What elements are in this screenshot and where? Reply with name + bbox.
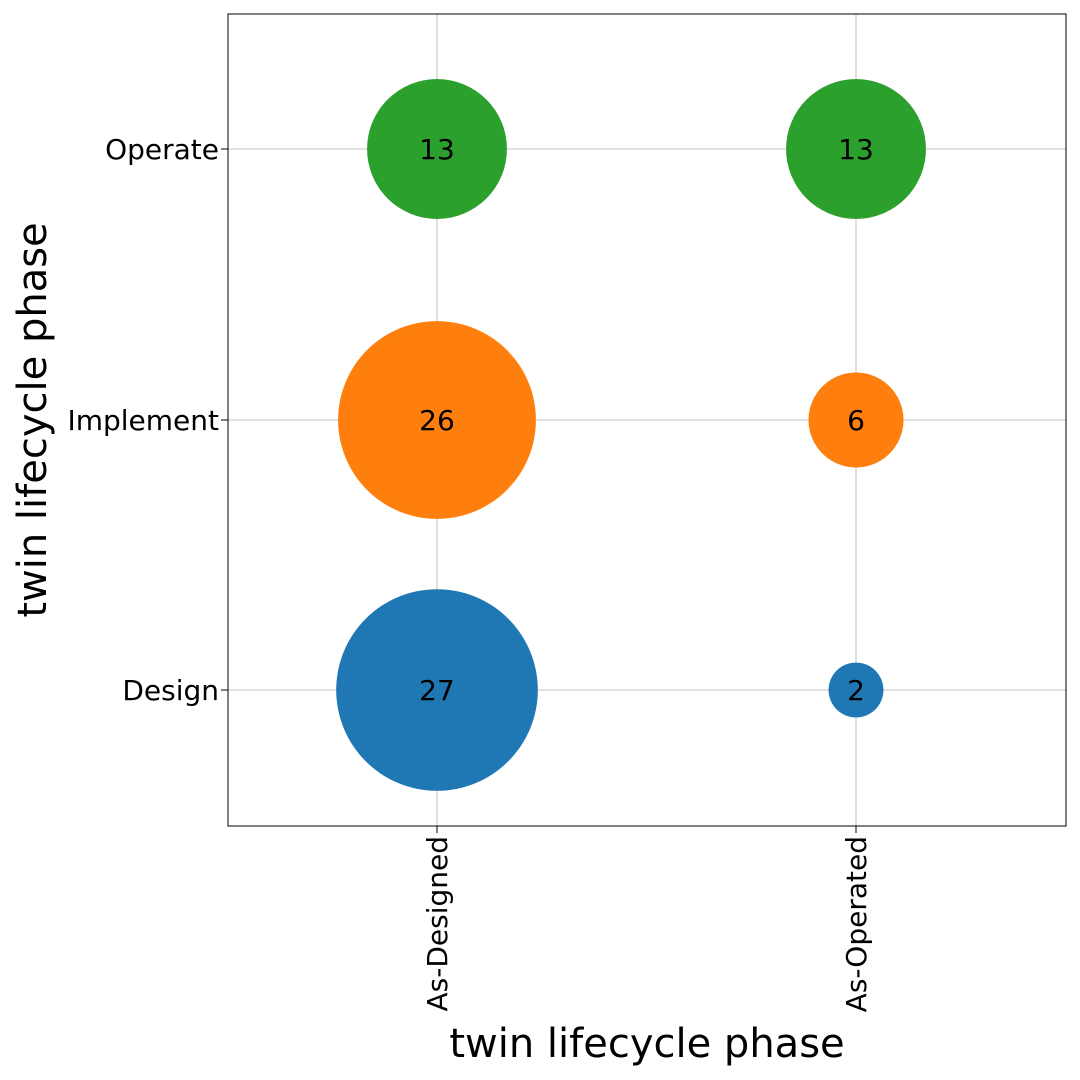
y-axis-title: twin lifecycle phase xyxy=(10,222,56,617)
x-tick-label: As-Designed xyxy=(421,836,454,1012)
x-tick-label: As-Operated xyxy=(840,836,873,1012)
y-tick-label: Implement xyxy=(67,404,219,437)
bubble xyxy=(828,662,884,718)
bubbles xyxy=(336,79,926,791)
y-tick-label: Design xyxy=(122,674,219,707)
bubble xyxy=(808,372,904,468)
bubble xyxy=(336,589,538,791)
y-tick-label: Operate xyxy=(105,133,219,166)
bubble-value-label: 6 xyxy=(847,404,865,437)
bubble xyxy=(786,79,926,219)
bubble xyxy=(338,321,536,519)
bubble xyxy=(367,79,507,219)
bubble-value-label: 2 xyxy=(847,674,865,707)
ticks: As-Designed As-Operated Design Implement Ope… xyxy=(67,133,873,1012)
bubble-value-label: 13 xyxy=(419,133,455,166)
bubble-value-label: 27 xyxy=(419,674,455,707)
bubble-value-label: 13 xyxy=(838,133,874,166)
x-axis-title: twin lifecycle phase xyxy=(449,1021,844,1067)
bubble-value-label: 26 xyxy=(419,404,455,437)
